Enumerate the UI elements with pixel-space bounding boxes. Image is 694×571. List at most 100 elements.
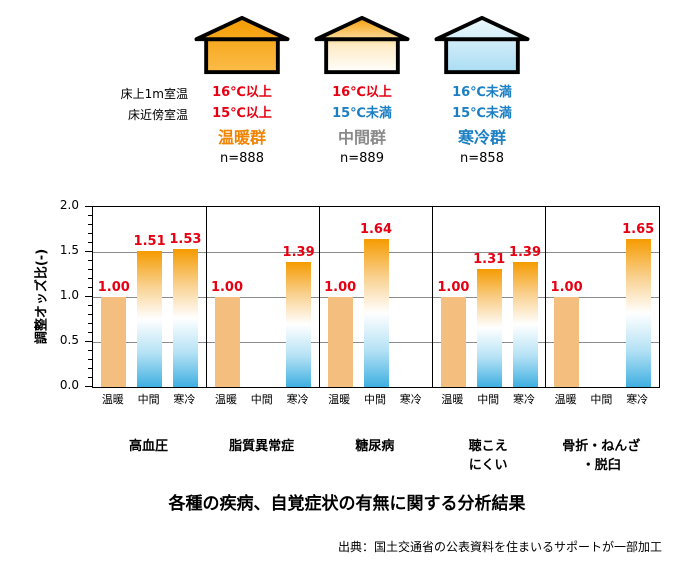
intermediate-house-icon: [314, 15, 410, 75]
temperature-groups-legend: 床上1m室温 床近傍室温 16℃以上 15℃以上温暖群 n=888 16℃以上 15℃未…: [0, 14, 694, 190]
warm-house-icon: [194, 15, 290, 75]
y-axis-tick: [88, 277, 92, 279]
y-axis-tick: [85, 385, 92, 387]
chart-title: 各種の疾病、自覚症状の有無に関する分析結果: [168, 494, 526, 514]
bar-value-label: 1.39: [282, 244, 315, 260]
x-tick-label: 中間: [250, 393, 273, 406]
y-axis-tick: [85, 205, 92, 207]
y-axis-tick: [88, 268, 92, 270]
x-tick-label: 温暖: [328, 393, 351, 406]
category-labels: 高血圧 脂質異常症 糖尿病 聴こえ にくい 骨折・ねんざ ・脱臼: [92, 437, 658, 481]
x-tick-label: 中間: [364, 393, 386, 406]
legend-group-3: 16℃未満 15℃未満寒冷群 n=858: [422, 14, 542, 168]
row-label-floor: 床近傍室温: [127, 108, 188, 122]
y-axis-tick: [85, 250, 92, 252]
bar-group1-series3: [172, 249, 198, 387]
group-divider: [318, 207, 320, 387]
source-note: 出典：国土交通省の公表資料を住まいるサポートが一部加工: [337, 540, 662, 554]
y-axis-tick: [88, 286, 92, 288]
group-divider: [205, 207, 207, 387]
temp-1m-condition: 16℃未満: [452, 85, 512, 100]
bar-group4-series2: [476, 269, 502, 387]
group-name: 温暖群: [217, 128, 266, 147]
x-tick-label: 中間: [137, 393, 160, 406]
temp-1m-condition: 16℃以上: [212, 85, 272, 100]
y-tick-label: 0.0: [59, 378, 79, 392]
y-axis-tick: [85, 295, 92, 297]
y-axis-tick: [88, 358, 92, 360]
legend-columns: 16℃以上 15℃以上温暖群 n=888 16℃以上 15℃未満中間群 n=889 16℃未…: [182, 14, 542, 168]
group-sample-size: n=858: [460, 151, 504, 166]
y-tick-label: 2.0: [59, 198, 79, 212]
y-axis-tick: [88, 331, 92, 333]
x-tick-label: 寒冷: [626, 393, 649, 406]
group-sample-size: n=888: [220, 151, 264, 166]
category-label: 骨折・ねんざ ・脱臼: [562, 439, 641, 473]
y-axis-tick: [88, 367, 92, 369]
bar-value-label: 1.00: [97, 280, 130, 295]
bar-value-label: 1.00: [550, 280, 583, 295]
x-tick-label: 温暖: [215, 393, 237, 406]
cold-house-icon: [434, 15, 530, 75]
bar-group4-series1: [440, 297, 466, 387]
group-divider: [432, 207, 434, 387]
legend-group-2: 16℃以上 15℃未満中間群 n=889: [302, 14, 422, 168]
group-name: 中間群: [337, 128, 386, 147]
y-axis-tick: [88, 313, 92, 315]
bar-value-label: 1.00: [437, 280, 470, 295]
y-axis-tick: [88, 241, 92, 243]
temp-1m-condition: 16℃以上: [332, 85, 392, 100]
bar-value-label: 1.53: [169, 232, 202, 248]
room-temp-row-labels: 床上1m室温 床近傍室温: [0, 84, 188, 126]
x-tick-label: 寒冷: [173, 393, 196, 406]
bar-group2-series3: [286, 261, 312, 387]
bar-group3-series2: [363, 239, 389, 387]
category-label: 高血圧: [128, 439, 168, 454]
bar-group5-series3: [625, 238, 651, 387]
y-axis-tick: [88, 376, 92, 378]
temp-floor-condition: 15℃未満: [452, 106, 512, 121]
x-tick-label: 中間: [590, 393, 613, 406]
y-axis-tick: [88, 349, 92, 351]
x-tick-label: 温暖: [441, 393, 464, 406]
category-label: 聴こえ にくい: [468, 439, 508, 473]
y-tick-label: 1.5: [59, 243, 79, 257]
temp-floor-condition: 15℃以上: [212, 106, 272, 121]
group-name: 寒冷群: [457, 128, 506, 147]
y-axis-tick: [88, 322, 92, 324]
x-tick-label: 温暖: [101, 393, 124, 406]
x-tick-label: 中間: [477, 393, 500, 406]
bar-value-label: 1.00: [210, 280, 244, 295]
x-tick-label: 温暖: [554, 393, 577, 406]
bar-value-label: 1.00: [324, 280, 357, 295]
plot-area: 1.00 1.51 1.53 1.00 1.39 1.00 1.64 1.00 1.31 1.39…: [92, 206, 660, 388]
y-tick-label: 0.5: [59, 333, 79, 347]
category-label: 脂質異常症: [229, 439, 295, 454]
bar-group1-series1: [101, 297, 127, 387]
group-sample-size: n=889: [340, 151, 384, 166]
y-axis-tick: [88, 214, 92, 216]
bar-group5-series1: [554, 297, 580, 387]
y-axis-tick: [88, 304, 92, 306]
temp-floor-condition: 15℃未満: [332, 106, 392, 121]
x-tick-label: 寒冷: [399, 393, 422, 406]
y-axis-tick: [88, 232, 92, 234]
row-label-1m: 床上1m室温: [120, 87, 188, 101]
bar-group1-series2: [137, 251, 163, 387]
y-axis-tick: [88, 259, 92, 261]
bar-group3-series1: [327, 297, 353, 387]
bar-value-label: 1.51: [133, 234, 166, 250]
category-label: 糖尿病: [355, 439, 395, 454]
y-axis-tick: [88, 223, 92, 225]
x-tick-label: 寒冷: [286, 393, 309, 406]
legend-group-1: 16℃以上 15℃以上温暖群 n=888: [182, 14, 302, 168]
y-axis: 0.0 0.5 1.0 1.5 2.0: [0, 198, 92, 392]
bar-group2-series1: [214, 297, 240, 387]
y-axis-tick: [85, 340, 92, 342]
bar-value-label: 1.65: [622, 221, 655, 237]
bar-group4-series3: [512, 261, 538, 387]
bar-value-label: 1.31: [473, 252, 506, 268]
group-divider: [545, 207, 547, 387]
bar-value-label: 1.64: [359, 222, 393, 238]
